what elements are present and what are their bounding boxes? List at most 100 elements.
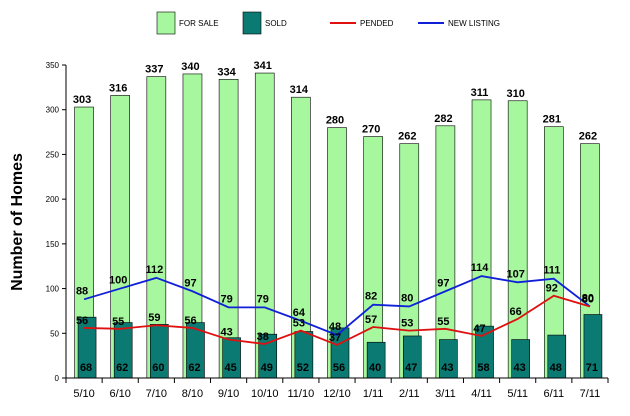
pended-value-label: 55	[112, 316, 124, 328]
for-sale-value-label: 337	[145, 64, 163, 76]
pended-value-label: 37	[329, 332, 341, 344]
for-sale-bar	[507, 100, 528, 379]
legend-swatch-sold	[242, 11, 262, 35]
pended-value-label: 53	[293, 318, 305, 330]
legend: FOR SALE SOLD PENDED NEW LISTING	[156, 11, 500, 35]
sold-value-label: 43	[441, 362, 453, 374]
new-listing-line	[83, 275, 591, 337]
new-listing-value-label: 97	[184, 277, 196, 289]
x-tick-label: 4/11	[471, 388, 492, 400]
y-tick-label: 0	[55, 374, 60, 383]
for-sale-value-label: 282	[434, 113, 452, 125]
x-tick-label: 7/11	[580, 388, 601, 400]
for-sale-value-label: 281	[543, 114, 561, 126]
new-listing-value-label: 88	[76, 285, 88, 297]
new-listing-value-label: 111	[543, 265, 560, 277]
for-sale-value-label: 311	[471, 87, 489, 99]
new-listing-value-label: 79	[257, 293, 269, 305]
y-tick-label: 150	[46, 240, 60, 249]
bars	[74, 72, 603, 379]
new-listing-value-label: 82	[365, 291, 377, 303]
pended-value-label: 56	[76, 315, 88, 327]
for-sale-value-label: 270	[362, 124, 380, 136]
sold-value-label: 43	[514, 362, 526, 374]
pended-value-label: 47	[473, 323, 485, 335]
new-listing-value-label: 80	[582, 292, 594, 304]
for-sale-value-label: 310	[506, 88, 524, 100]
sold-value-label: 58	[477, 362, 489, 374]
pended-value-label: 57	[365, 314, 377, 326]
for-sale-value-label: 341	[254, 60, 272, 72]
new-listing-value-label: 79	[220, 293, 232, 305]
y-tick-label: 250	[46, 150, 60, 159]
for-sale-value-label: 316	[109, 82, 127, 94]
sold-value-label: 60	[152, 362, 164, 374]
for-sale-value-label: 340	[181, 61, 199, 73]
new-listing-value-label: 112	[145, 264, 163, 276]
new-listing-value-label: 48	[329, 321, 341, 333]
x-tick-label: 5/11	[507, 388, 528, 400]
sold-value-label: 49	[261, 362, 273, 374]
pended-line	[84, 294, 591, 346]
pended-value-label: 66	[510, 306, 522, 318]
x-tick-label: 7/10	[146, 388, 167, 400]
x-tick-label: 11/10	[288, 388, 315, 400]
sold-value-label: 62	[116, 362, 128, 374]
x-tick-label: 1/11	[363, 388, 384, 400]
y-tick-label: 100	[46, 285, 60, 294]
pended-value-label: 53	[401, 318, 413, 330]
x-tick-label: 8/10	[182, 388, 203, 400]
x-tick-label: 3/11	[435, 388, 456, 400]
y-tick-label: 350	[46, 61, 60, 70]
x-tick-label: 6/11	[544, 388, 565, 400]
pended-value-label: 80	[582, 293, 594, 305]
y-axis: 0 50 100 150 200 250 300 350	[46, 61, 67, 383]
x-tick-label: 2/11	[399, 388, 420, 400]
new-listing-value-label: 114	[471, 262, 490, 274]
pended-value-label: 38	[257, 331, 269, 343]
y-tick-label: 50	[50, 329, 59, 338]
pended-value-label: 92	[546, 283, 558, 295]
sold-value-label: 52	[297, 362, 309, 374]
for-sale-value-label: 280	[326, 115, 344, 127]
for-sale-value-label: 314	[290, 84, 309, 96]
for-sale-value-label: 262	[398, 131, 416, 143]
x-tick-label: 6/10	[109, 388, 130, 400]
lines	[83, 275, 591, 346]
sold-value-label: 56	[333, 362, 345, 374]
y-axis-label: Number of Homes	[9, 153, 26, 291]
sold-value-label: 71	[586, 362, 598, 374]
legend-label-new-listing: NEW LISTING	[448, 19, 500, 28]
sold-value-label: 40	[369, 362, 381, 374]
sold-value-label: 68	[80, 362, 92, 374]
new-listing-value-label: 100	[109, 275, 127, 287]
legend-label-sold: SOLD	[265, 19, 287, 28]
new-listing-value-label: 64	[293, 307, 306, 319]
pended-value-label: 55	[437, 316, 449, 328]
legend-label-for-sale: FOR SALE	[179, 19, 219, 28]
legend-swatch-for-sale	[156, 11, 176, 35]
data-labels: 303 68 316 62 337 60 340 62 334 45 341 49 314 52 280 56…	[73, 60, 598, 374]
new-listing-value-label: 80	[401, 292, 413, 304]
x-tick-label: 9/10	[218, 388, 239, 400]
for-sale-value-label: 303	[73, 94, 91, 106]
sold-value-label: 47	[405, 362, 417, 374]
x-axis: 5/10 6/10 7/10 8/10 9/10 10/10 11/10 12/10 1/11 2…	[65, 377, 609, 400]
for-sale-value-label: 334	[217, 66, 236, 78]
y-tick-label: 200	[46, 195, 60, 204]
new-listing-value-label: 107	[506, 268, 524, 280]
x-tick-label: 12/10	[323, 388, 351, 400]
y-tick-label: 300	[46, 106, 60, 115]
legend-label-pended: PENDED	[360, 19, 394, 28]
new-listing-value-label: 97	[437, 277, 449, 289]
sold-value-label: 45	[224, 362, 236, 374]
pended-value-label: 56	[184, 315, 196, 327]
for-sale-value-label: 262	[579, 131, 597, 143]
pended-value-label: 43	[220, 327, 232, 339]
pended-value-label: 59	[148, 312, 160, 324]
sold-value-label: 62	[188, 362, 200, 374]
sold-value-label: 48	[550, 362, 562, 374]
for-sale-bar	[363, 136, 383, 379]
x-tick-label: 10/10	[251, 388, 279, 400]
